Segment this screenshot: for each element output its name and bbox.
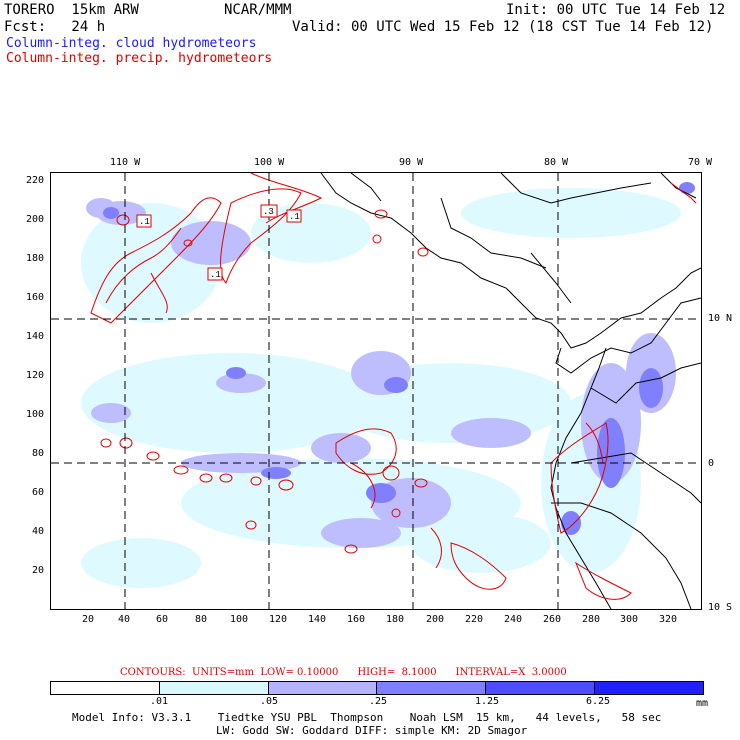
legend-swatch <box>595 682 703 694</box>
valid-label: Valid: 00 UTC Wed 15 Feb 12 (18 CST Tue … <box>292 19 714 35</box>
y-tick: 20 <box>32 565 45 576</box>
x-tick: 120 <box>269 614 288 625</box>
contour-labels: .1 .3 .1 .1 <box>136 204 302 281</box>
y-tick: 40 <box>32 526 45 537</box>
field-precip-label: Column-integ. precip. hydrometeors <box>6 51 273 66</box>
y-tick: 60 <box>32 487 45 498</box>
lon-90w: 90 W <box>399 157 424 168</box>
x-tick: 260 <box>543 614 562 625</box>
legend-swatch <box>159 682 269 694</box>
forecast-label: Fcst: 24 h <box>4 19 106 35</box>
init-label: Init: 00 UTC Tue 14 Feb 12 <box>506 2 726 18</box>
y-tick: 160 <box>26 292 45 303</box>
cloud-fields <box>81 182 695 588</box>
y-tick: 80 <box>32 448 45 459</box>
x-tick: 200 <box>426 614 445 625</box>
org-label: NCAR/MMM <box>224 2 292 18</box>
y-tick: 140 <box>26 331 45 342</box>
contour-label: .1 <box>289 212 300 222</box>
y-tick: 180 <box>26 253 45 264</box>
x-tick: 280 <box>582 614 601 625</box>
legend-label: .05 <box>260 696 279 707</box>
x-tick: 320 <box>659 614 678 625</box>
x-tick: 40 <box>118 614 131 625</box>
contour-label: .1 <box>139 217 150 227</box>
physics-info: LW: Godd SW: Goddard DIFF: simple KM: 2D… <box>216 724 528 737</box>
lon-80w: 80 W <box>544 157 569 168</box>
lon-110w: 110 W <box>110 157 141 168</box>
lat-0: 0 <box>708 458 715 469</box>
contour-label: .3 <box>263 207 274 217</box>
x-tick: 20 <box>82 614 95 625</box>
x-tick: 220 <box>465 614 484 625</box>
legend-swatch <box>486 682 596 694</box>
x-tick: 60 <box>156 614 169 625</box>
legend-label: .25 <box>369 696 388 707</box>
legend-label: 1.25 <box>475 696 500 707</box>
legend-label: 6.25 <box>586 696 611 707</box>
legend-swatch <box>51 682 160 694</box>
coastlines <box>320 173 701 609</box>
lat-10s: 10 S <box>708 602 733 613</box>
field-cloud-label: Column-integ. cloud hydrometeors <box>6 36 257 51</box>
grid-lines <box>51 173 701 609</box>
lon-100w: 100 W <box>254 157 285 168</box>
lat-10n: 10 N <box>708 313 733 324</box>
x-tick: 300 <box>620 614 639 625</box>
y-tick: 120 <box>26 370 45 381</box>
y-tick: 200 <box>26 214 45 225</box>
y-tick: 100 <box>26 409 45 420</box>
map-plot: .1 .3 .1 .1 <box>50 172 702 610</box>
precip-contours <box>90 173 697 600</box>
x-tick: 180 <box>386 614 405 625</box>
x-tick: 80 <box>195 614 208 625</box>
x-tick: 240 <box>504 614 523 625</box>
color-legend <box>50 681 704 695</box>
contour-label: .1 <box>210 270 221 280</box>
lon-70w: 70 W <box>688 157 713 168</box>
map-canvas: .1 .3 .1 .1 <box>51 173 701 609</box>
legend-swatch <box>377 682 487 694</box>
x-tick: 160 <box>347 614 366 625</box>
x-tick: 140 <box>308 614 327 625</box>
model-info: Model Info: V3.3.1 Tiedtke YSU PBL Thomp… <box>72 711 662 724</box>
legend-label: .01 <box>150 696 169 707</box>
model-label: TORERO 15km ARW <box>4 2 139 18</box>
x-tick: 100 <box>230 614 249 625</box>
y-tick: 220 <box>26 175 45 186</box>
legend-units: mm <box>696 698 709 709</box>
legend-swatch <box>268 682 378 694</box>
contour-info: CONTOURS: UNITS=mm LOW= 0.10000 HIGH= 8.… <box>120 667 567 678</box>
